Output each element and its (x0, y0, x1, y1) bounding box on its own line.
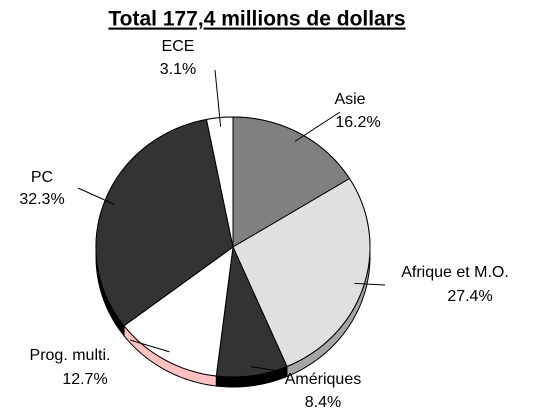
leader-line (294, 111, 341, 142)
slice (95, 118, 234, 327)
slice-value-label: 27.4% (447, 288, 492, 305)
slice-label: ECE (162, 38, 195, 55)
leader-line (354, 282, 386, 286)
slice-label: PC (31, 169, 53, 186)
slice-label: Asie (334, 91, 365, 108)
leader-line (129, 339, 170, 353)
slice-value-label: 12.7% (62, 371, 107, 388)
slice-value-label: 32.3% (19, 191, 64, 208)
leader-line (77, 187, 115, 205)
slice-label: Afrique et M.O. (401, 264, 509, 281)
slice (232, 116, 351, 248)
slice (123, 245, 234, 377)
leader-line (250, 366, 286, 373)
slice (232, 177, 371, 368)
leader-line (214, 69, 222, 127)
slice-label: Prog. multi. (30, 347, 111, 364)
slice-value-label: 16.2% (335, 114, 380, 131)
slice-value-label: 3.1% (160, 61, 196, 78)
slice-label: Amériques (285, 371, 361, 388)
chart-title: Total 177,4 millions de dollars (108, 8, 405, 31)
slice-value-label: 8.4% (305, 394, 341, 411)
